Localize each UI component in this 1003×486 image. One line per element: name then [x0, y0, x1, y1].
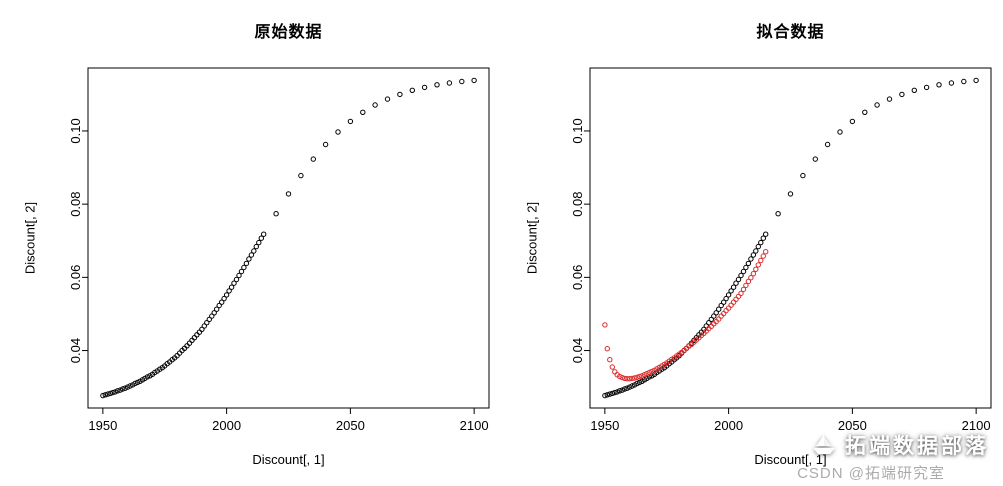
paper-boat-icon [811, 434, 837, 456]
svg-text:1950: 1950 [590, 418, 619, 433]
svg-text:2050: 2050 [336, 418, 365, 433]
svg-text:0.04: 0.04 [570, 338, 585, 363]
x-axis-label-fitted: Discount[, 1] [754, 452, 827, 467]
watermark-subtext: CSDN @拓端研究室 [797, 465, 945, 482]
svg-text:2050: 2050 [838, 418, 867, 433]
svg-text:0.08: 0.08 [68, 191, 83, 216]
y-axis-label-fitted: Discount[, 2] [524, 201, 540, 275]
x-axis-label-original: Discount[, 1] [252, 452, 325, 467]
svg-text:0.08: 0.08 [570, 191, 585, 216]
chart-panel-fitted: 1950 2000 2050 2100 0.04 0.06 0.08 0.10 拟合数据 Di… [502, 0, 1003, 486]
svg-text:0.10: 0.10 [68, 118, 83, 143]
svg-text:2000: 2000 [212, 418, 241, 433]
scatter-plot-original: 1950 2000 2050 2100 0.04 0.06 0.08 0.10 [68, 67, 490, 433]
svg-text:2000: 2000 [714, 418, 743, 433]
svg-text:0.10: 0.10 [570, 118, 585, 143]
svg-text:0.06: 0.06 [570, 265, 585, 290]
svg-text:2100: 2100 [962, 418, 991, 433]
svg-text:2100: 2100 [460, 418, 489, 433]
svg-text:0.04: 0.04 [68, 338, 83, 363]
chart-panel-original: 1950 2000 2050 2100 0.04 0.06 0.08 0.10 原始数据 Di… [0, 0, 501, 486]
chart-title-original: 原始数据 [254, 24, 323, 41]
chart-title-fitted: 拟合数据 [756, 24, 825, 41]
watermark: 拓端数据部落 [811, 430, 989, 460]
svg-text:1950: 1950 [88, 418, 117, 433]
svg-text:0.06: 0.06 [68, 265, 83, 290]
watermark-text: 拓端数据部落 [845, 435, 989, 458]
scatter-plot-fitted: 1950 2000 2050 2100 0.04 0.06 0.08 0.10 [570, 67, 992, 433]
y-axis-label-original: Discount[, 2] [22, 201, 38, 275]
